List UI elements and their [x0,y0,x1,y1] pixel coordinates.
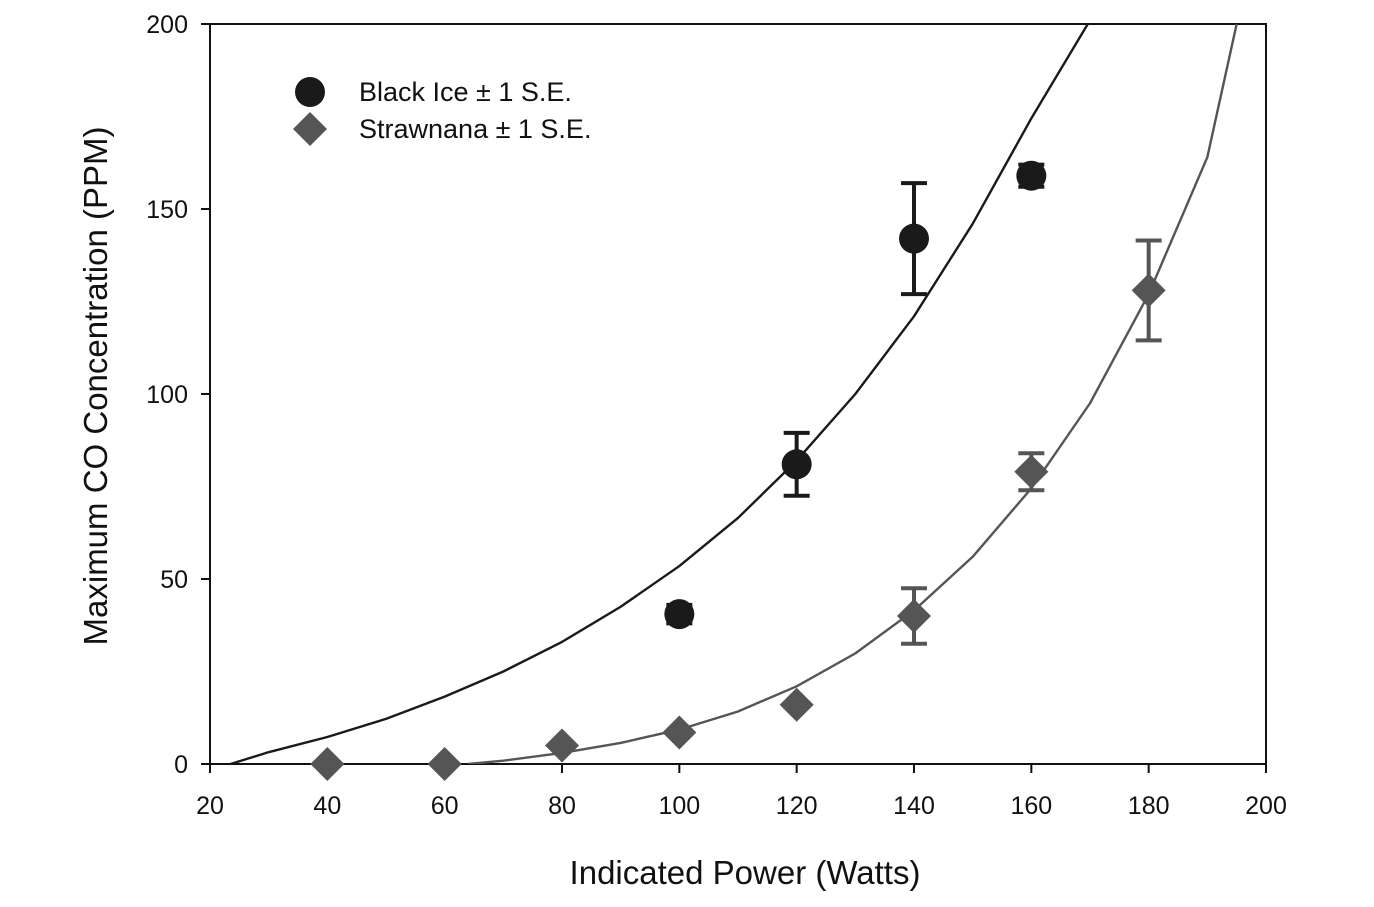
data-point [779,687,814,722]
x-tick-label: 40 [313,792,341,820]
data-point [781,449,812,480]
data-point [899,223,929,254]
data-point [545,728,579,763]
legend-marker [293,112,327,146]
axis-ticks: 20 40 60 80 100 120 140 160 180 200 0 50 100 150 200 [146,11,1287,820]
x-tick-label: 20 [196,792,224,820]
fit-curve [230,24,1090,764]
data-point [427,747,462,781]
x-tick-label: 60 [431,792,459,820]
data-point [662,715,697,750]
data-point [664,599,695,630]
x-tick-label: 160 [1010,792,1052,820]
data-point [310,747,345,781]
x-axis-title: Indicated Power (Watts) [570,854,921,891]
y-tick-label: 200 [146,11,188,39]
x-tick-label: 80 [548,792,576,820]
fit-curves [230,24,1238,764]
data-points [310,160,1166,781]
legend-label: Strawnana ± 1 S.E. [359,114,591,144]
fit-curve [468,24,1238,764]
data-point [1016,160,1047,191]
legend: Black Ice ± 1 S.E. Strawnana ± 1 S.E. [293,77,591,146]
y-axis-title: Maximum CO Concentration (PPM) [77,127,114,646]
data-point [1131,273,1166,308]
x-tick-label: 180 [1128,792,1170,820]
y-tick-label: 150 [146,196,188,224]
y-tick-label: 0 [174,751,188,779]
legend-label: Black Ice ± 1 S.E. [359,77,572,107]
x-tick-label: 140 [893,792,935,820]
y-tick-label: 100 [146,381,188,409]
legend-marker [295,77,325,107]
x-tick-label: 200 [1245,792,1287,820]
x-tick-label: 120 [776,792,818,820]
data-point [1014,454,1049,489]
y-tick-label: 50 [160,566,188,594]
x-tick-label: 100 [658,792,700,820]
data-point [897,599,931,633]
